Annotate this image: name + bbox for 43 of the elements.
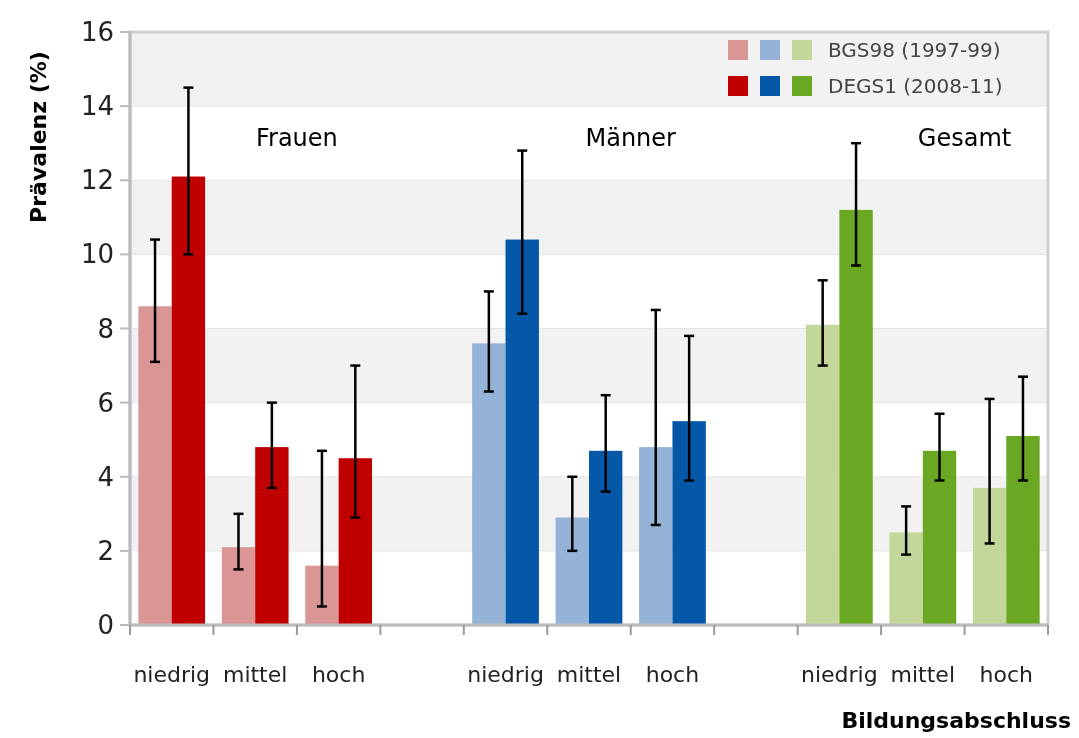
bar [255,447,289,625]
bar [639,447,673,625]
bar [305,565,339,625]
x-axis-title: Bildungsabschluss [841,708,1071,733]
bar [555,517,589,625]
annotation: Gesamt [917,124,1012,152]
x-tick-label: hoch [979,662,1033,687]
bar [472,343,506,625]
bar [1006,435,1040,625]
x-tick-label: niedrig [467,662,544,687]
x-tick-label: hoch [311,662,366,687]
x-tick-label: niedrig [801,662,878,687]
bar [672,421,706,625]
bar [889,532,923,625]
bar [805,324,840,625]
bar [922,450,957,625]
x-tick-label: hoch [645,662,700,687]
y-tick-label: 14 [80,91,114,122]
y-axis-title: Prävalenz (%) [26,51,51,223]
bar [589,450,623,625]
y-tick-label: 10 [80,239,114,270]
bar [338,458,373,625]
bar [972,487,1007,625]
bar [505,239,539,625]
y-tick-label: 0 [97,610,114,641]
y-tick-label: 16 [80,17,114,48]
bar [221,547,256,625]
x-tick-label: mittel [222,662,288,687]
bar [138,306,172,625]
legend-label: DEGS1 (2008-11) [828,74,1003,98]
x-tick-label: niedrig [133,662,211,687]
annotation: Frauen [256,124,338,152]
x-tick-label: mittel [890,662,956,687]
y-tick-label: 8 [97,313,114,344]
bar [171,176,206,625]
y-tick-label: 2 [97,535,114,566]
bar [839,209,873,625]
y-tick-label: 6 [97,387,114,418]
y-tick-label: 4 [97,461,114,492]
annotation: Männer [585,124,677,152]
y-tick-label: 12 [80,165,114,196]
x-tick-label: mittel [556,662,622,687]
legend-label: BGS98 (1997-99) [828,38,1001,62]
